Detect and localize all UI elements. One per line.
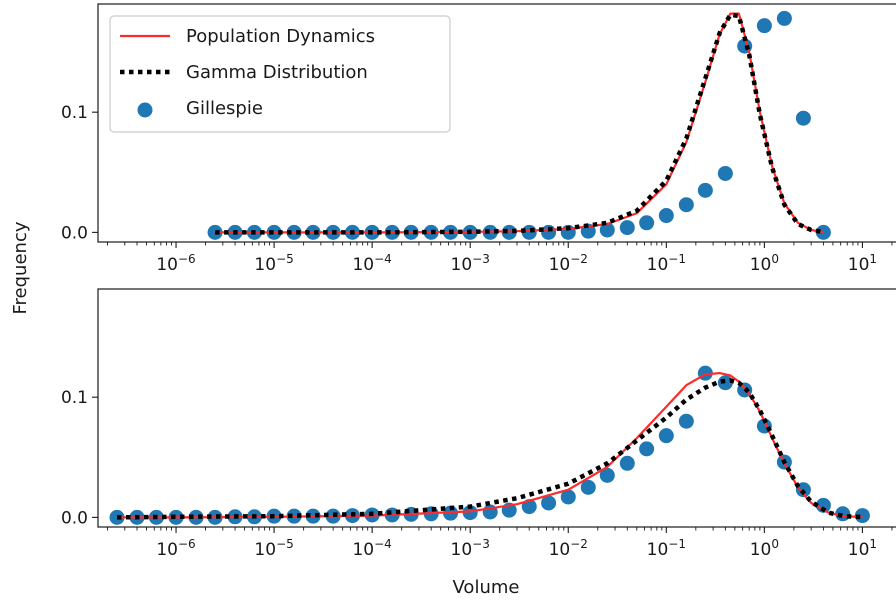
gamma-distribution-line — [215, 12, 824, 235]
x-tick-label: 10−5 — [254, 537, 293, 560]
x-tick-label: 10−4 — [352, 537, 391, 560]
gillespie-point — [580, 479, 596, 495]
x-tick-label: 10−2 — [549, 252, 588, 275]
gillespie-point — [697, 182, 713, 198]
axes-frame — [97, 3, 896, 243]
gillespie-point — [619, 220, 635, 236]
bottom-panel: 10−6 10−5 10−4 10−3 10−2 10−1 100 101 0.0 0.1 — [61, 288, 896, 560]
legend-label: Population Dynamics — [186, 26, 375, 47]
gillespie-series — [109, 365, 870, 525]
gillespie-point — [815, 497, 831, 513]
x-tick-label: 10−1 — [647, 537, 686, 560]
gillespie-point — [795, 110, 811, 126]
x-tick-label: 101 — [848, 537, 877, 560]
gillespie-point — [639, 215, 655, 231]
axes-frame — [97, 288, 896, 528]
x-tick-label: 10−5 — [254, 252, 293, 275]
gillespie-point — [756, 18, 772, 34]
y-axis-label: Frequency — [10, 221, 31, 314]
x-tick-label: 10−4 — [352, 252, 391, 275]
legend-box — [109, 15, 451, 133]
x-tick-label: 100 — [750, 252, 779, 275]
x-tick-label: 10−6 — [156, 252, 195, 275]
gillespie-point — [599, 222, 615, 238]
y-tick-label: 0.1 — [61, 103, 88, 123]
gillespie-point — [541, 495, 557, 511]
gillespie-point — [815, 224, 831, 240]
legend-marker-swatch — [137, 102, 153, 118]
x-tick-label: 10−6 — [156, 537, 195, 560]
gillespie-point — [658, 208, 674, 224]
legend-label: Gillespie — [186, 98, 263, 119]
legend: Population Dynamics Gamma Distribution Gil… — [109, 15, 451, 133]
gillespie-point — [854, 508, 870, 524]
x-tick-label: 10−2 — [549, 537, 588, 560]
gillespie-point — [560, 489, 576, 505]
population-dynamics-line — [117, 372, 863, 519]
y-tick-label: 0.0 — [61, 508, 88, 528]
gamma-distribution-line — [116, 378, 863, 520]
legend-label: Gamma Distribution — [186, 62, 368, 83]
x-axis-label: Volume — [453, 577, 520, 598]
gillespie-point — [776, 10, 792, 26]
y-tick-label: 0.0 — [61, 223, 88, 243]
y-tick-label: 0.1 — [61, 388, 88, 408]
gillespie-point — [599, 467, 615, 483]
x-tick-label: 101 — [848, 252, 877, 275]
top-panel: 10−6 10−5 10−4 10−3 10−2 10−1 100 101 0.0 0.1 — [61, 3, 896, 275]
gillespie-point — [462, 505, 478, 521]
gillespie-point — [658, 428, 674, 444]
gillespie-point — [207, 224, 223, 240]
x-tick-label: 10−3 — [451, 252, 490, 275]
x-tick-label: 10−1 — [647, 252, 686, 275]
x-tick-label: 100 — [750, 537, 779, 560]
x-tick-label: 10−3 — [451, 537, 490, 560]
gillespie-point — [678, 197, 694, 213]
gillespie-point — [639, 441, 655, 457]
gillespie-point — [678, 413, 694, 429]
gillespie-point — [717, 165, 733, 181]
gillespie-point — [619, 455, 635, 471]
